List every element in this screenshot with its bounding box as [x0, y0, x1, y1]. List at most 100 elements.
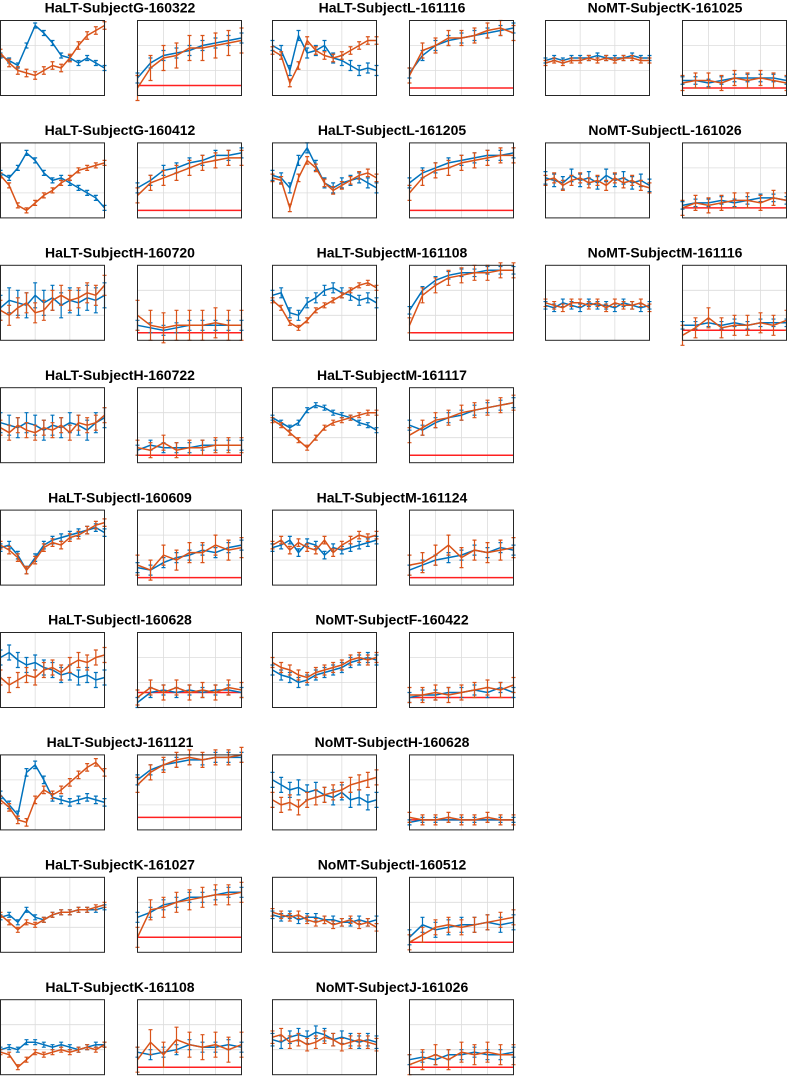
- series-line: [0, 162, 105, 212]
- plot-frame: [545, 264, 650, 341]
- panel-title: NoMT-SubjectH-160628: [315, 734, 470, 750]
- series-line: [409, 684, 514, 696]
- plot-frame: [272, 142, 377, 219]
- plot-frame: [409, 142, 514, 219]
- series-line: [409, 401, 514, 436]
- series-line: [0, 654, 105, 686]
- series-line: [272, 656, 377, 679]
- panel-title: HaLT-SubjectG-160412: [45, 122, 196, 138]
- plot-frame: [272, 754, 377, 831]
- series-line: [272, 911, 377, 928]
- plot-frame: [137, 142, 242, 219]
- plot-frame: [272, 387, 377, 464]
- plot-frame: [409, 509, 514, 586]
- plot-frame: [137, 754, 242, 831]
- panel-title: HaLT-SubjectI-160609: [48, 489, 192, 505]
- series-line: [137, 686, 242, 699]
- panel-title: NoMT-SubjectM-161116: [588, 245, 743, 261]
- plot-frame: [272, 632, 377, 708]
- series-line: [682, 316, 787, 336]
- series-line: [408, 154, 514, 194]
- plot-frame: [409, 632, 514, 708]
- series-line: [272, 281, 377, 329]
- plot-frame: [409, 264, 514, 341]
- plot-frame: [272, 509, 377, 586]
- plot-frame: [272, 20, 377, 96]
- series-line: [136, 157, 242, 196]
- series-line: [409, 1051, 514, 1066]
- series-line: [0, 904, 105, 931]
- series-line: [272, 1033, 377, 1046]
- plot-frame: [409, 876, 514, 953]
- series-line: [0, 1044, 105, 1069]
- series-line: [0, 151, 106, 209]
- plot-frame: [0, 142, 105, 219]
- plot-frame: [0, 387, 105, 464]
- plot-frame: [137, 999, 242, 1076]
- series-line: [0, 24, 105, 69]
- plot-frame: [0, 876, 105, 953]
- panel-title: HaLT-SubjectK-161027: [45, 857, 195, 873]
- panel-title: NoMT-SubjectJ-161026: [316, 979, 469, 995]
- plot-frame: [137, 264, 242, 341]
- plot-frame: [272, 876, 377, 953]
- plot-frame: [0, 632, 105, 708]
- series-line: [272, 404, 377, 431]
- panel-title: NoMT-SubjectI-160512: [318, 857, 467, 873]
- plot-frame: [137, 387, 242, 464]
- plot-frame: [0, 509, 105, 586]
- series-line: [409, 816, 514, 821]
- series-line: [136, 1038, 242, 1061]
- series-line: [272, 539, 377, 557]
- plot-frame: [409, 754, 514, 831]
- plot-area: [0, 999, 105, 1075]
- series-line: [409, 916, 514, 943]
- series-line: [545, 57, 650, 64]
- series-line: [545, 301, 650, 309]
- panel-title: HaLT-SubjectM-161108: [317, 245, 468, 261]
- series-line: [0, 521, 105, 572]
- panel-title: HaLT-SubjectG-160322: [45, 0, 196, 16]
- series-line: [272, 411, 377, 449]
- plot-frame: [0, 999, 105, 1076]
- plot-frame: [545, 142, 650, 219]
- panel-title: HaLT-SubjectH-160720: [45, 245, 195, 261]
- plot-frame: [272, 999, 377, 1076]
- series-line: [409, 544, 514, 566]
- panel-title: HaLT-SubjectJ-161121: [47, 734, 194, 750]
- series-line: [682, 77, 787, 84]
- plot-frame: [137, 509, 242, 586]
- series-line: [136, 754, 242, 786]
- series-line: [272, 534, 377, 554]
- plot-frame: [0, 20, 105, 96]
- plot-frame: [272, 264, 377, 341]
- plot-area: [0, 510, 105, 586]
- series-line: [136, 39, 242, 89]
- series-line: [0, 284, 106, 317]
- panel-title: NoMT-SubjectF-160422: [315, 612, 468, 628]
- plot-frame: [137, 20, 242, 96]
- panel-title: HaLT-SubjectL-161205: [318, 122, 467, 138]
- panel-title: HaLT-SubjectK-161108: [45, 979, 194, 995]
- series-line: [136, 891, 242, 938]
- series-line: [272, 159, 377, 211]
- series-line: [272, 776, 377, 809]
- panel-title: HaLT-SubjectI-160628: [48, 612, 192, 628]
- panel-title: HaLT-SubjectH-160722: [45, 367, 195, 383]
- panel-title: NoMT-SubjectK-161025: [588, 0, 743, 16]
- series-line: [408, 269, 514, 326]
- panel-title: HaLT-SubjectM-161117: [317, 367, 467, 383]
- series-line: [272, 286, 377, 317]
- panel-title: HaLT-SubjectM-161124: [317, 489, 468, 505]
- plot-frame: [137, 876, 242, 953]
- plot-frame: [0, 264, 105, 341]
- series-line: [408, 27, 514, 76]
- series-line: [137, 441, 242, 451]
- series-line: [137, 314, 242, 329]
- series-line: [272, 33, 377, 73]
- panel-title: HaLT-SubjectL-161116: [319, 0, 466, 16]
- plot-frame: [137, 632, 242, 708]
- series-line: [272, 39, 377, 86]
- series-line: [0, 761, 106, 824]
